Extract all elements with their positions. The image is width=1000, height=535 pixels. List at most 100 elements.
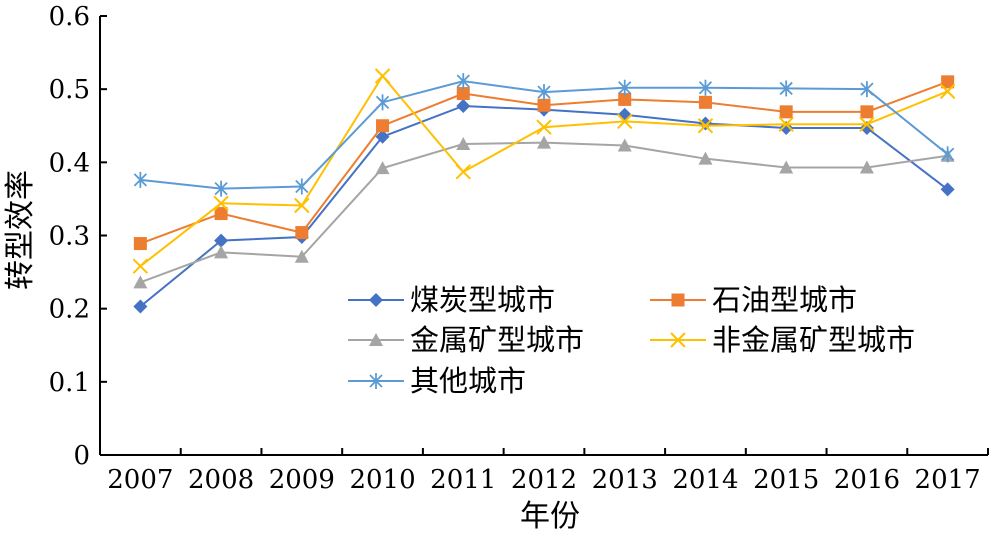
- data-point: [859, 160, 874, 174]
- x-marker-stroke: [939, 83, 956, 100]
- y-tick-label: 0.5: [49, 75, 90, 105]
- legend-item: 煤炭型城市: [348, 283, 555, 317]
- data-point: [295, 178, 309, 195]
- data-point: [214, 245, 229, 259]
- series-x: [132, 68, 956, 274]
- y-axis-title: 转型效率: [3, 170, 38, 290]
- series-layer: [132, 68, 956, 314]
- x-marker-stroke: [670, 332, 686, 348]
- x-marker-stroke: [778, 116, 794, 132]
- legend-label: 其他城市: [410, 364, 526, 398]
- x-tick-label: 2014: [672, 465, 738, 495]
- data-point: [941, 75, 955, 89]
- x-tick-label: 2011: [430, 465, 496, 495]
- data-point: [617, 107, 632, 122]
- data-point: [375, 129, 390, 144]
- x-axis-title: 年份: [520, 499, 580, 534]
- data-point: [537, 98, 551, 112]
- y-tick-label: 0.1: [49, 368, 90, 398]
- data-point: [456, 98, 471, 113]
- series-triangle: [133, 135, 955, 289]
- y-tick-label: 0.6: [49, 2, 90, 32]
- series-square: [133, 75, 955, 251]
- series-line: [140, 141, 948, 284]
- data-point: [697, 118, 714, 134]
- y-tick-label: 0.4: [49, 148, 90, 178]
- data-point: [617, 138, 632, 152]
- x-marker-stroke: [617, 113, 633, 130]
- y-tick-label: 0.2: [49, 295, 90, 325]
- x-tick-label: 2009: [269, 465, 335, 495]
- data-point: [698, 95, 712, 109]
- data-point: [537, 84, 551, 101]
- data-point: [860, 81, 874, 98]
- legend-marker: [671, 293, 685, 307]
- data-point: [859, 116, 875, 132]
- legend-marker: [369, 293, 383, 307]
- data-point: [214, 180, 228, 197]
- x-marker-stroke: [374, 68, 391, 84]
- data-point: [618, 92, 632, 106]
- data-point: [374, 68, 391, 84]
- y-tick-label: 0.3: [49, 222, 90, 252]
- x-marker-stroke: [294, 197, 310, 214]
- legend-marker: [670, 332, 686, 348]
- data-point: [860, 105, 874, 119]
- data-point: [779, 160, 794, 174]
- x-tick-label: 2013: [592, 465, 658, 495]
- data-point: [375, 161, 390, 175]
- data-point: [618, 79, 632, 96]
- legend-item: 非金属矿型城市: [650, 323, 915, 357]
- data-point: [133, 299, 148, 314]
- legend-marker: [369, 373, 383, 389]
- x-tick-label: 2017: [915, 465, 981, 495]
- data-point: [294, 249, 309, 263]
- data-point: [133, 275, 148, 289]
- data-point: [456, 73, 470, 90]
- x-tick-label: 2010: [349, 465, 415, 495]
- data-point: [214, 207, 228, 221]
- legend-item: 其他城市: [348, 364, 526, 398]
- x-tick-label: 2016: [834, 465, 900, 495]
- legend-item: 石油型城市: [650, 283, 857, 317]
- data-point: [294, 197, 310, 214]
- legend-label: 非金属矿型城市: [712, 323, 915, 357]
- data-point: [779, 80, 793, 97]
- data-point: [133, 237, 147, 251]
- x-tick-label: 2012: [511, 465, 577, 495]
- data-point: [132, 258, 149, 274]
- data-point: [617, 113, 633, 130]
- data-point: [698, 116, 713, 131]
- x-marker-stroke: [213, 195, 229, 212]
- legend-label: 金属矿型城市: [410, 323, 584, 357]
- legend-label: 煤炭型城市: [410, 283, 555, 317]
- data-point: [698, 151, 713, 165]
- data-point: [376, 119, 390, 133]
- legend-label: 石油型城市: [712, 283, 857, 317]
- x-marker-stroke: [697, 118, 714, 134]
- data-point: [214, 233, 229, 248]
- data-point: [698, 79, 713, 96]
- data-point: [940, 146, 955, 163]
- data-point: [456, 87, 470, 101]
- x-marker-stroke: [455, 164, 471, 180]
- x-tick-label: 2008: [188, 465, 254, 495]
- data-point: [779, 105, 793, 119]
- data-point: [213, 195, 229, 212]
- legend-marker: [369, 333, 383, 346]
- x-marker-stroke: [132, 258, 149, 274]
- x-marker-stroke: [859, 116, 875, 132]
- data-point: [778, 116, 794, 132]
- data-point: [456, 137, 471, 151]
- y-tick-label: 0: [73, 441, 90, 471]
- series-star: [133, 73, 955, 197]
- x-tick-label: 2007: [107, 465, 173, 495]
- data-point: [536, 119, 552, 135]
- data-point: [295, 226, 309, 240]
- data-point: [940, 182, 955, 197]
- data-point: [455, 164, 471, 180]
- x-marker-stroke: [536, 119, 552, 135]
- series-diamond: [133, 98, 955, 314]
